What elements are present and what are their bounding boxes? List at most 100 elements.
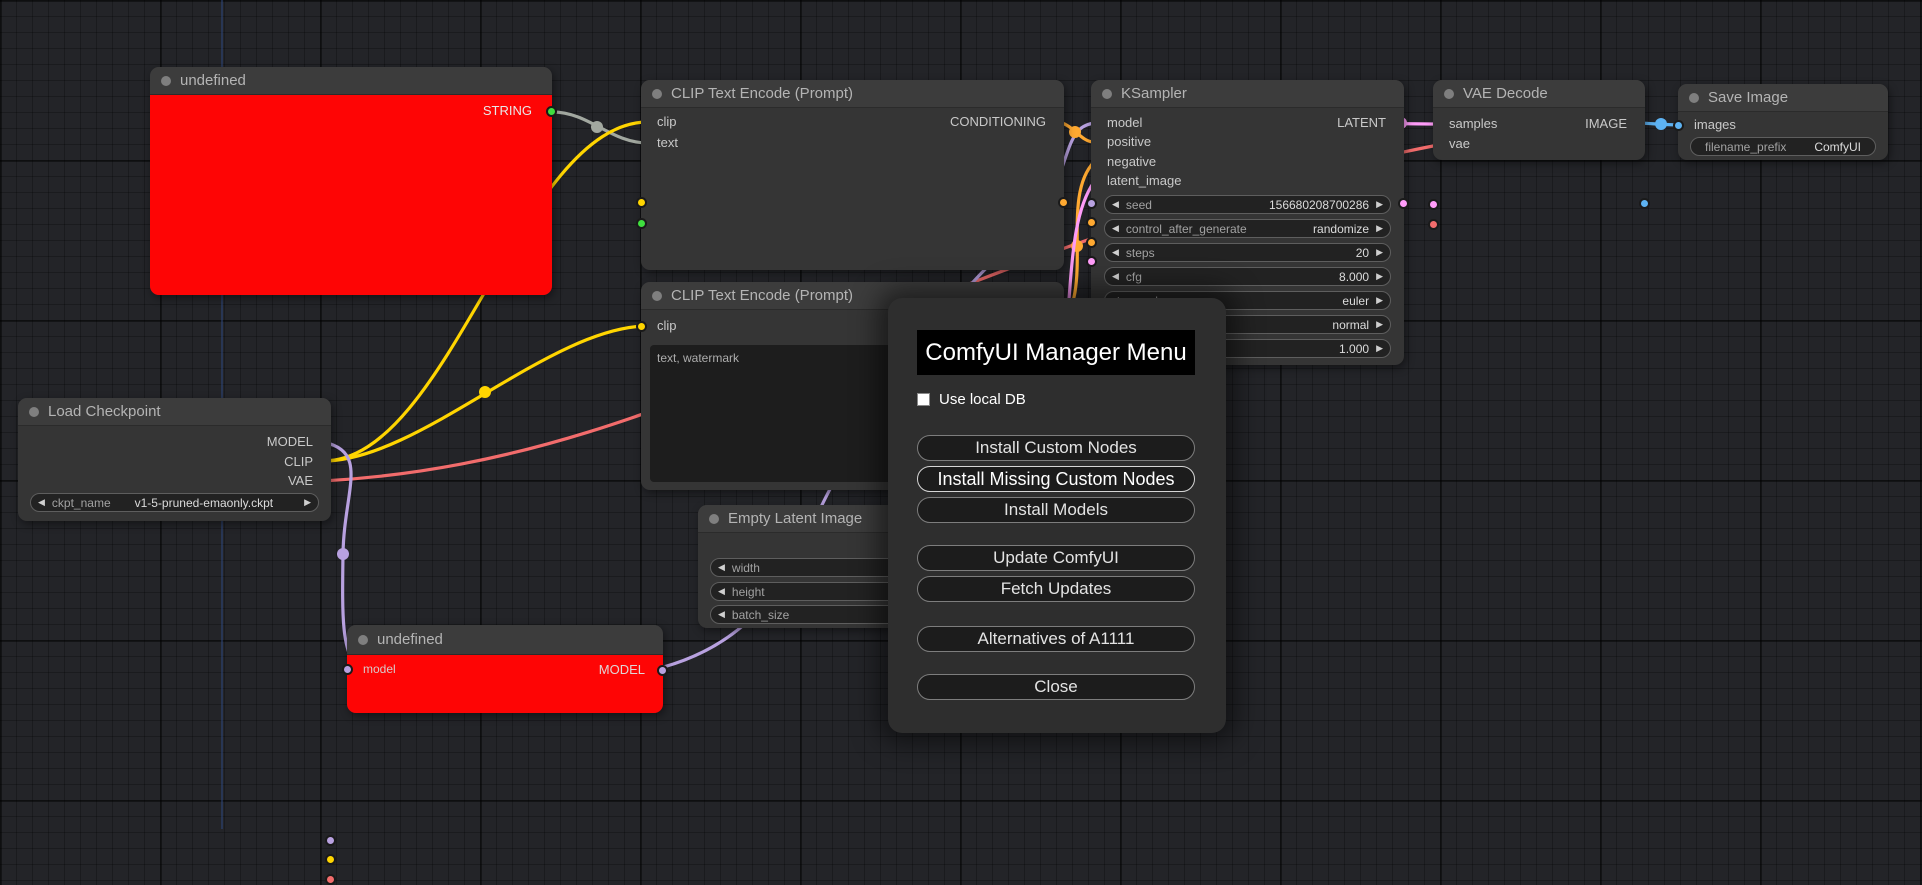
output-label: CONDITIONING	[949, 114, 1046, 129]
clip-output-port[interactable]	[325, 854, 336, 865]
increment-arrow-icon[interactable]: ▶	[1376, 199, 1383, 209]
node-load-checkpoint[interactable]: Load Checkpoint MODEL CLIP VAE ◀ ckpt_na…	[18, 398, 336, 885]
output-label: CLIP	[284, 454, 313, 469]
widget-label: cfg	[1125, 269, 1142, 284]
use-local-db-row[interactable]: Use local DB	[917, 391, 1026, 408]
widget-label: steps	[1125, 245, 1155, 260]
ckpt-name-widget[interactable]: ◀ ckpt_name v1-5-pruned-emaonly.ckpt ▶	[30, 493, 319, 512]
decrement-arrow-icon[interactable]: ◀	[1112, 223, 1119, 233]
seed-widget[interactable]: ◀ seed 156680208700286 ▶	[1104, 195, 1391, 214]
collapse-dot-icon[interactable]	[1689, 92, 1699, 103]
input-label: clip	[657, 318, 677, 333]
increment-arrow-icon[interactable]: ▶	[1376, 271, 1383, 281]
increment-arrow-icon[interactable]: ▶	[1376, 247, 1383, 257]
decrement-arrow-icon[interactable]: ◀	[718, 609, 725, 619]
increment-arrow-icon[interactable]: ▶	[1376, 295, 1383, 305]
comfyui-manager-menu-dialog: ComfyUI Manager Menu Use local DB Instal…	[888, 298, 1226, 733]
steps-widget[interactable]: ◀ steps 20 ▶	[1104, 243, 1391, 262]
height-widget[interactable]: ◀ height	[710, 582, 938, 601]
collapse-dot-icon[interactable]	[1102, 88, 1112, 99]
output-label: VAE	[287, 473, 313, 488]
increment-arrow-icon[interactable]: ▶	[1376, 223, 1383, 233]
filename-prefix-widget[interactable]: filename_prefix ComfyUI	[1690, 137, 1876, 156]
width-widget[interactable]: ◀ width	[710, 558, 938, 577]
collapse-dot-icon[interactable]	[161, 75, 171, 86]
collapse-dot-icon[interactable]	[652, 290, 662, 301]
decrement-arrow-icon[interactable]: ◀	[1112, 271, 1119, 281]
collapse-dot-icon[interactable]	[652, 88, 662, 99]
node-vae-decode[interactable]: VAE Decode samples vae IMAGE	[1428, 80, 1650, 230]
collapse-dot-icon[interactable]	[709, 513, 719, 524]
node-undefined-model[interactable]: undefined model MODEL	[342, 625, 668, 713]
collapse-dot-icon[interactable]	[1444, 88, 1454, 99]
install-missing-custom-nodes-button[interactable]: Install Missing Custom Nodes	[917, 466, 1195, 492]
node-undefined-string[interactable]: undefined STRING	[150, 67, 557, 295]
node-clip-text-encode-1[interactable]: CLIP Text Encode (Prompt) clip text COND…	[636, 80, 1069, 270]
node-save-image[interactable]: Save Image images filename_prefix ComfyU…	[1673, 84, 1888, 160]
widget-value: ComfyUI	[1814, 139, 1861, 154]
fetch-updates-button[interactable]: Fetch Updates	[917, 576, 1195, 602]
negative-input-port[interactable]	[1086, 237, 1097, 248]
decrement-arrow-icon[interactable]: ◀	[718, 562, 725, 572]
collapse-dot-icon[interactable]	[358, 634, 368, 645]
next-arrow-icon[interactable]: ▶	[304, 497, 311, 507]
install-models-button[interactable]: Install Models	[917, 497, 1195, 523]
input-label: positive	[1107, 134, 1152, 149]
batch-size-widget[interactable]: ◀ batch_size	[710, 605, 938, 624]
node-header[interactable]: VAE Decode	[1433, 80, 1645, 108]
node-header[interactable]: KSampler	[1091, 80, 1404, 108]
node-title: CLIP Text Encode (Prompt)	[671, 287, 854, 304]
clip-input-port[interactable]	[636, 197, 647, 208]
install-custom-nodes-button[interactable]: Install Custom Nodes	[917, 435, 1195, 461]
node-title: CLIP Text Encode (Prompt)	[671, 85, 854, 102]
dialog-title: ComfyUI Manager Menu	[917, 330, 1195, 375]
control-after-generate-widget[interactable]: ◀ control_after_generate randomize ▶	[1104, 219, 1391, 238]
output-label: MODEL	[598, 662, 645, 677]
close-button[interactable]: Close	[917, 674, 1195, 700]
node-header[interactable]: Load Checkpoint	[18, 398, 331, 426]
increment-arrow-icon[interactable]: ▶	[1376, 319, 1383, 329]
latent-output-port[interactable]	[1398, 198, 1409, 209]
clip-input-port[interactable]	[636, 321, 647, 332]
image-output-port[interactable]	[1639, 198, 1650, 209]
alternatives-of-a1111-button[interactable]: Alternatives of A1111	[917, 626, 1195, 652]
input-label: images	[1694, 117, 1736, 132]
update-comfyui-button[interactable]: Update ComfyUI	[917, 545, 1195, 571]
string-output-port[interactable]	[546, 106, 557, 117]
decrement-arrow-icon[interactable]: ◀	[1112, 199, 1119, 209]
use-local-db-checkbox[interactable]	[917, 393, 930, 406]
latent-image-input-port[interactable]	[1086, 256, 1097, 267]
collapse-dot-icon[interactable]	[29, 406, 39, 417]
vae-output-port[interactable]	[325, 874, 336, 885]
positive-input-port[interactable]	[1086, 217, 1097, 228]
output-label: LATENT	[1337, 115, 1386, 130]
model-output-port[interactable]	[325, 835, 336, 846]
conditioning-output-port[interactable]	[1058, 197, 1069, 208]
node-header[interactable]: CLIP Text Encode (Prompt)	[641, 80, 1064, 108]
input-label: latent_image	[1107, 173, 1182, 188]
widget-value: 20	[1355, 245, 1370, 260]
model-input-port[interactable]	[1086, 198, 1097, 209]
node-header[interactable]: undefined	[347, 625, 663, 655]
node-header[interactable]: Save Image	[1678, 84, 1888, 112]
decrement-arrow-icon[interactable]: ◀	[718, 586, 725, 596]
decrement-arrow-icon[interactable]: ◀	[1112, 247, 1119, 257]
widget-value: randomize	[1313, 221, 1370, 236]
node-header[interactable]: undefined	[150, 67, 552, 95]
images-input-port[interactable]	[1673, 120, 1684, 131]
input-label: model	[1107, 115, 1143, 130]
samples-input-port[interactable]	[1428, 199, 1439, 210]
model-output-port[interactable]	[657, 665, 668, 676]
vae-input-port[interactable]	[1428, 219, 1439, 230]
widget-label: ckpt_name	[51, 495, 111, 510]
cfg-widget[interactable]: ◀ cfg 8.000 ▶	[1104, 267, 1391, 286]
prev-arrow-icon[interactable]: ◀	[38, 497, 45, 507]
output-label: IMAGE	[1585, 116, 1627, 131]
widget-label: filename_prefix	[1705, 139, 1787, 154]
input-label: model	[363, 662, 396, 676]
text-input-port[interactable]	[636, 218, 647, 229]
model-input-port[interactable]	[342, 664, 353, 675]
increment-arrow-icon[interactable]: ▶	[1376, 343, 1383, 353]
input-label: text	[657, 135, 678, 150]
